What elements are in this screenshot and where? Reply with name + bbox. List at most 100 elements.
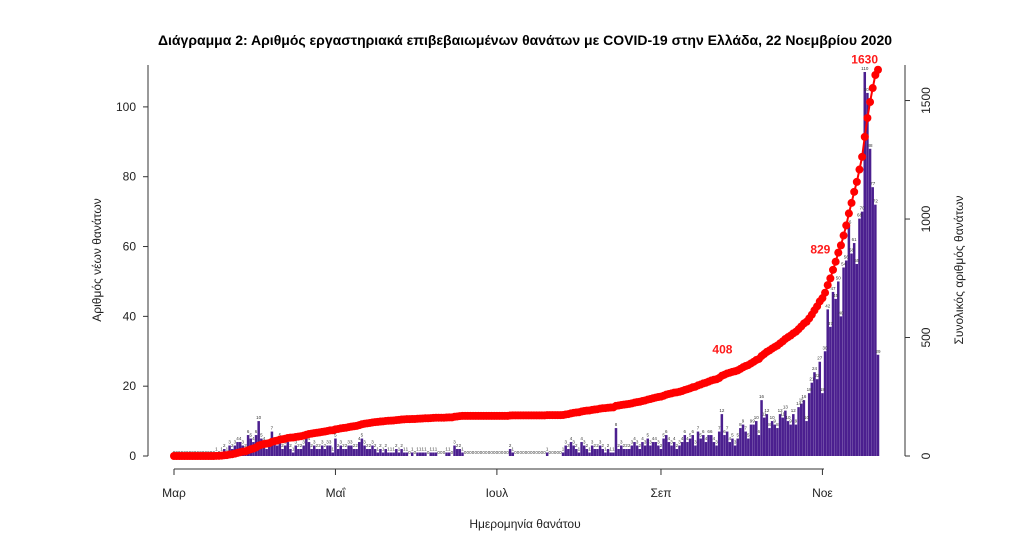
daily-bar: [625, 449, 628, 456]
bar-value-label: 8: [768, 422, 771, 427]
bar-value-label: 2: [297, 443, 300, 448]
bar-value-label: 1: [387, 447, 390, 452]
bar-value-label: 3: [620, 440, 623, 445]
daily-bar: [717, 431, 721, 456]
cumulative-point: [860, 132, 869, 141]
daily-bar: [696, 431, 700, 456]
bar-value-label: 2: [374, 443, 377, 448]
daily-bar: [794, 424, 798, 456]
bar-value-label: 40: [838, 310, 844, 315]
bar-value-label: 2: [660, 443, 663, 448]
cumulative-point: [863, 114, 872, 122]
bar-value-label: 4: [686, 436, 689, 441]
daily-bar: [410, 452, 414, 456]
daily-bar: [334, 438, 337, 456]
bar-value-label: 21: [809, 377, 815, 382]
daily-bar: [461, 452, 464, 456]
daily-bar: [598, 445, 602, 456]
x-tick-label: Ιουλ: [486, 486, 509, 500]
daily-bar: [765, 414, 769, 456]
bar-value-label: 2: [509, 443, 512, 448]
daily-bar: [262, 442, 266, 456]
bar-value-label: 70: [860, 206, 866, 211]
daily-bar: [453, 445, 456, 456]
daily-bar: [313, 445, 316, 456]
cumulative-point: [823, 281, 832, 290]
bar-value-label: 3: [294, 440, 297, 445]
daily-bar: [728, 442, 732, 456]
daily-bar: [580, 442, 583, 456]
bar-value-label: 8: [776, 422, 779, 427]
bar-value-label: 9: [742, 419, 745, 424]
bar-value-label: 3: [326, 440, 329, 445]
daily-bar: [731, 438, 734, 456]
y2-tick-label: 1500: [919, 87, 933, 114]
daily-bar: [601, 449, 604, 456]
cumulative-annotation: 408: [712, 342, 732, 356]
bar-value-label: 72: [873, 199, 879, 204]
bar-value-label: 6: [247, 429, 250, 434]
bar-value-label: 3: [599, 440, 602, 445]
bar-value-label: 0: [549, 450, 552, 455]
bar-value-label: 3: [631, 440, 634, 445]
daily-bar: [654, 442, 657, 456]
daily-bar: [847, 225, 851, 456]
daily-bar: [818, 361, 822, 456]
daily-bar: [866, 92, 869, 457]
bar-value-label: 0: [514, 450, 517, 455]
bar-value-label: 5: [260, 433, 263, 438]
bar-value-label: 1: [546, 447, 549, 452]
bar-value-label: 1: [435, 447, 438, 452]
bar-value-label: 1: [411, 447, 414, 452]
bar-value-label: 6: [723, 429, 726, 434]
bar-value-label: 1: [406, 447, 409, 452]
daily-bar: [342, 449, 345, 456]
cumulative-point: [868, 84, 877, 93]
cumulative-point: [842, 221, 851, 230]
bar-value-label: 6: [758, 429, 761, 434]
cumulative-point: [855, 165, 864, 174]
bar-value-label: 6: [691, 429, 694, 434]
daily-bar: [649, 445, 652, 456]
bar-value-label: 3: [234, 440, 237, 445]
bar-value-label: 54: [841, 261, 847, 266]
daily-bar: [268, 445, 271, 456]
bar-value-label: 9: [774, 419, 777, 424]
daily-bar: [657, 445, 660, 456]
bar-value-label: 0: [501, 450, 504, 455]
daily-bar: [352, 449, 356, 456]
daily-bar: [855, 263, 859, 456]
bar-value-label: 3: [734, 440, 737, 445]
daily-bar: [458, 449, 462, 456]
bar-value-label: 1: [578, 447, 581, 452]
cumulative-point: [847, 198, 856, 207]
bar-value-label: 4: [252, 436, 255, 441]
daily-bar: [593, 449, 597, 456]
bar-value-label: 58: [849, 248, 855, 253]
bar-value-label: 3: [347, 440, 350, 445]
y2-tick-label: 0: [919, 452, 933, 459]
bar-value-label: 0: [530, 450, 533, 455]
bar-value-label: 0: [504, 450, 507, 455]
bar-value-label: 0: [498, 450, 501, 455]
daily-bar: [604, 452, 607, 456]
daily-bar: [403, 452, 406, 456]
y-tick-label: 20: [123, 379, 137, 393]
daily-bar: [694, 445, 697, 456]
daily-bar: [633, 442, 636, 456]
bar-value-label: 3: [644, 440, 647, 445]
daily-bar: [355, 449, 358, 456]
daily-bar: [752, 424, 755, 456]
daily-bar: [815, 379, 819, 456]
daily-bar: [318, 449, 321, 456]
daily-bar: [635, 445, 639, 456]
bar-value-label: 0: [538, 450, 541, 455]
bar-value-label: 27: [817, 356, 823, 361]
daily-bar: [667, 442, 671, 456]
bar-value-label: 3: [715, 440, 718, 445]
daily-bar: [365, 449, 369, 456]
bar-value-label: 2: [379, 443, 382, 448]
bar-value-label: 47: [831, 286, 837, 291]
bars-group: [215, 71, 880, 457]
daily-bar: [273, 442, 276, 456]
